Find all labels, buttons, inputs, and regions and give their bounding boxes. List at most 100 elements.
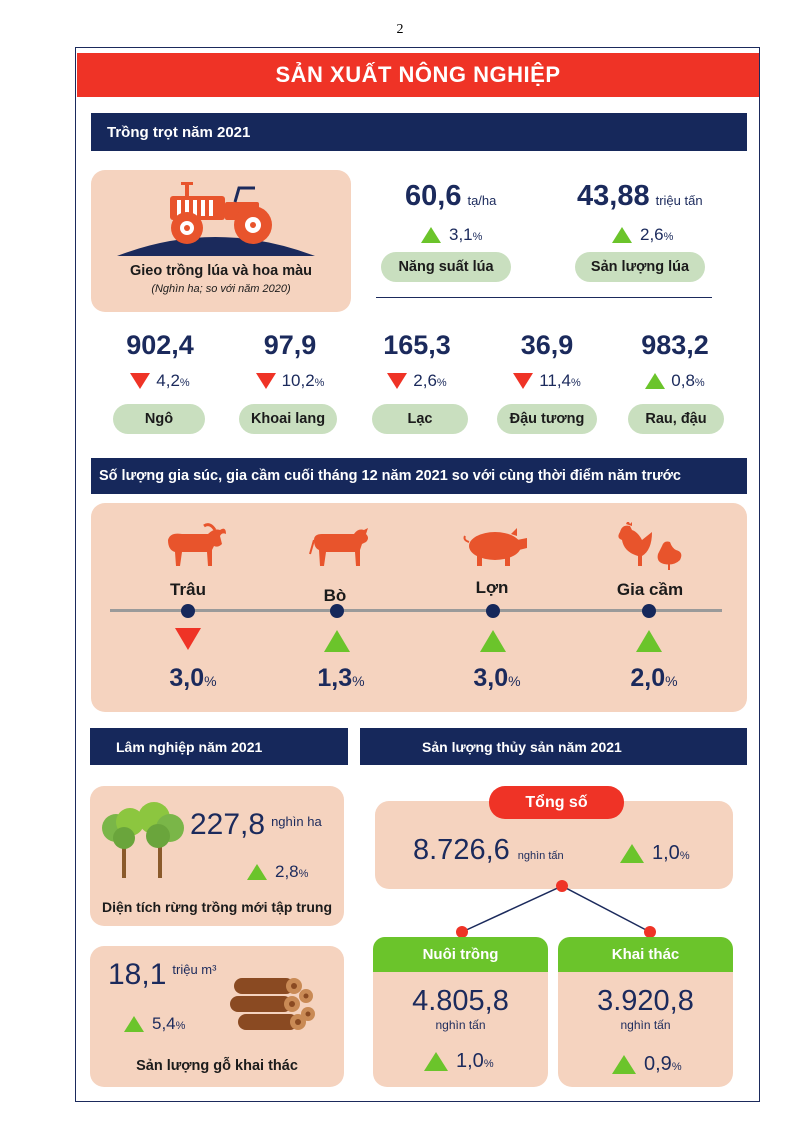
fishery-header: Sản lượng thủy sản năm 2021 [360, 728, 747, 765]
axis-dot [642, 604, 656, 618]
percent-sign: % [483, 1058, 494, 1070]
fishery-total-value-group: 8.726,6 nghìn tấn [413, 834, 564, 867]
up-arrow-icon [324, 630, 350, 652]
crop-label-soybean: Đậu tương [497, 404, 597, 434]
pig-icon [463, 528, 527, 566]
crop-value: 97,9 [263, 330, 317, 360]
livestock-axis [110, 609, 722, 612]
forest-area-unit: nghìn ha [271, 814, 322, 829]
down-arrow-icon [513, 373, 534, 389]
crop-change-value: 10,2 [281, 371, 315, 390]
capture-unit: nghìn tấn [620, 1018, 671, 1032]
forestry-header: Lâm nghiệp năm 2021 [90, 728, 348, 765]
rice-production-unit: triệu tấn [655, 193, 703, 208]
rice-production-value-group: 43,88 triệu tấn [577, 180, 703, 213]
connector-dot [556, 880, 568, 892]
timber-value: 18,1 [108, 958, 167, 991]
crop-item-sweet-potato: 97,9 10,2% [235, 330, 345, 391]
fishery-total-unit: nghìn tấn [517, 850, 564, 862]
livestock-change-buffalo: 3,0% [169, 664, 217, 692]
percent-sign: % [314, 377, 325, 389]
livestock-label-buffalo: Trâu [170, 580, 206, 599]
capture-label: Khai thác [558, 937, 733, 972]
rice-production-label: Sản lượng lúa [575, 252, 705, 282]
down-arrow-icon [175, 628, 201, 650]
rice-yield-label: Năng suất lúa [381, 252, 511, 282]
crop-item-corn: 902,4 4,2% [105, 330, 215, 391]
tractor-icon [117, 182, 315, 256]
down-arrow-icon [255, 373, 276, 389]
aquaculture-change-value: 1,0 [456, 1050, 484, 1072]
crop-item-peanut: 165,3 2,6% [362, 330, 472, 391]
crop-value: 36,9 [520, 330, 574, 360]
up-arrow-icon [612, 227, 632, 243]
poultry-icon [618, 522, 682, 570]
crop-label-sweet-potato: Khoai lang [239, 404, 337, 434]
buffalo-icon [168, 523, 226, 566]
page-title: SẢN XUẤT NÔNG NGHIỆP [77, 53, 759, 97]
forest-area-value: 227,8 [190, 808, 266, 841]
fishery-total-value: 8.726,6 [413, 834, 510, 866]
page-number: 2 [396, 22, 404, 37]
forest-area-value-group: 227,8 nghìn ha [190, 808, 322, 842]
forest-area-change: 2,8% [247, 862, 308, 882]
livestock-header: Số lượng gia súc, gia cầm cuối tháng 12 … [91, 458, 747, 494]
crop-value: 983,2 [641, 330, 709, 360]
percent-sign: % [571, 377, 581, 389]
livestock-change-cow: 1,3% [317, 664, 365, 692]
crop-change-value: 4,2 [156, 371, 180, 390]
rice-yield-change-value: 3,1 [449, 225, 473, 244]
livestock-label-cow: Bò [323, 586, 347, 605]
up-arrow-icon [424, 1052, 448, 1071]
crop-label-corn: Ngô [113, 404, 205, 434]
rice-yield-unit: tạ/ha [467, 193, 497, 208]
rice-production-change-value: 2,6 [640, 225, 664, 244]
up-arrow-icon [612, 1055, 636, 1074]
rice-production-change: 2,6% [612, 225, 673, 245]
rice-area-note: (Nghìn ha; so với năm 2020) [151, 283, 291, 295]
rice-yield-change: 3,1% [421, 225, 482, 245]
percent-sign: % [175, 1020, 186, 1032]
axis-dot [181, 604, 195, 618]
crop-value: 902,4 [126, 330, 194, 360]
livestock-change-pig: 3,0% [473, 664, 521, 692]
up-arrow-icon [480, 630, 506, 652]
crop-change-value: 2,6 [413, 371, 437, 390]
down-arrow-icon [387, 373, 408, 389]
timber-unit: triệu m³ [172, 962, 217, 977]
up-arrow-icon [636, 630, 662, 652]
connector-dot [456, 926, 468, 938]
aquaculture-change: 1,0% [424, 1050, 494, 1073]
logs-icon [230, 978, 315, 1030]
rice-area-label: Gieo trồng lúa và hoa màu [129, 263, 313, 279]
rice-yield-value-group: 60,6 tạ/ha [405, 180, 496, 213]
crop-change-value: 0,8 [671, 371, 695, 390]
crop-value: 165,3 [383, 330, 451, 360]
livestock-label-pig: Lợn [475, 578, 509, 597]
cow-icon [309, 528, 368, 566]
crops-header: Trồng trọt năm 2021 [91, 113, 747, 151]
percent-sign: % [436, 377, 447, 389]
trees-icon [102, 802, 184, 878]
connector-dot [644, 926, 656, 938]
livestock-label-poultry: Gia cầm [616, 580, 684, 599]
aquaculture-unit: nghìn tấn [435, 1018, 486, 1032]
percent-sign: % [179, 377, 190, 389]
crop-change-value: 11,4 [539, 371, 572, 390]
crop-label-vegetables: Rau, đậu [628, 404, 724, 434]
up-arrow-icon [421, 227, 441, 243]
percent-sign: % [298, 868, 309, 880]
up-arrow-icon [620, 844, 644, 863]
timber-change: 5,4% [124, 1014, 185, 1034]
capture-value: 3.920,8 [597, 985, 694, 1017]
up-arrow-icon [247, 864, 267, 880]
aquaculture-value: 4.805,8 [412, 985, 509, 1017]
axis-dot [330, 604, 344, 618]
separator-line [376, 297, 712, 298]
page-frame [75, 47, 760, 1102]
crop-label-peanut: Lạc [372, 404, 468, 434]
percent-sign: % [472, 231, 483, 243]
crop-item-soybean: 36,9 11,4% [492, 330, 602, 391]
timber-value-group: 18,1 triệu m³ [108, 958, 216, 992]
timber-label: Sản lượng gỗ khai thác [136, 1058, 298, 1074]
